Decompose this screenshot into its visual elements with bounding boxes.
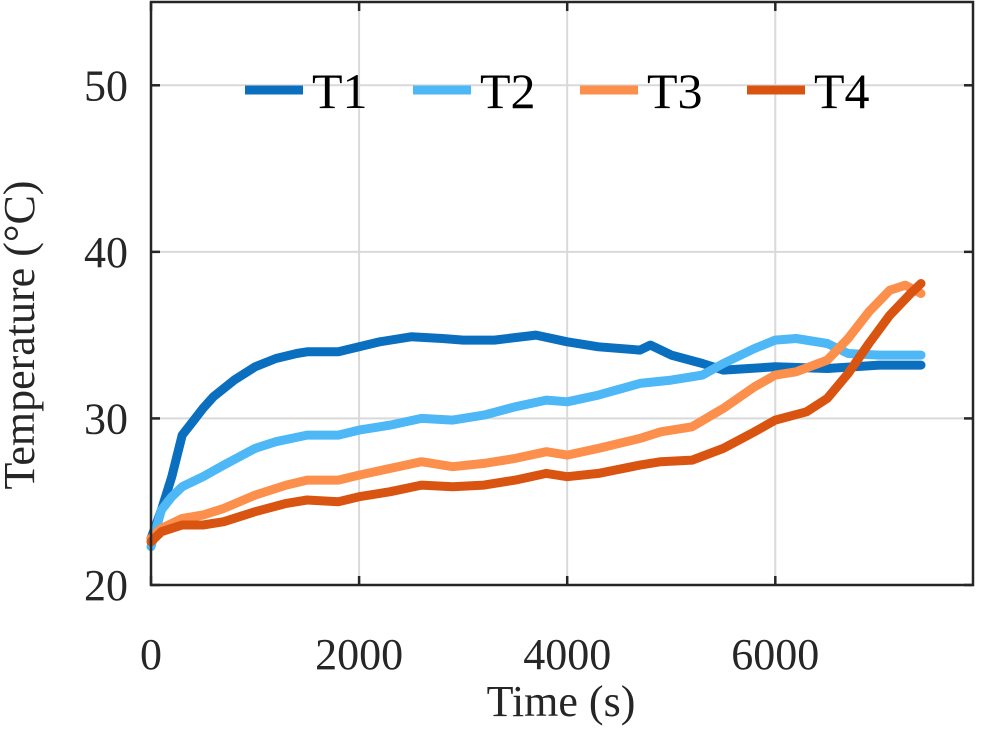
legend-label-t3: T3	[647, 63, 703, 119]
x-axis-title: Time (s)	[487, 677, 636, 726]
y-tick-label: 20	[84, 561, 128, 610]
series-group	[146, 279, 926, 552]
x-tick-label: 2000	[315, 630, 403, 679]
legend: T1 T2 T3 T4	[245, 63, 870, 119]
series-line-t4	[146, 279, 926, 547]
series-line-t3	[146, 280, 926, 543]
y-axis-title: Temperature (°C)	[0, 181, 44, 490]
x-tick-label: 4000	[523, 630, 611, 679]
plot-frame	[149, 0, 975, 587]
y-tick-label: 50	[84, 61, 128, 110]
y-tick-label: 30	[84, 394, 128, 443]
series-line-t2	[146, 334, 926, 552]
legend-label-t4: T4	[814, 63, 870, 119]
tick-labels: 0 2000 4000 6000 20 30 40 50	[84, 61, 819, 679]
x-tick-label: 0	[140, 630, 162, 679]
y-tick-label: 40	[84, 228, 128, 277]
gridlines	[151, 2, 973, 585]
axis-ticks	[149, 2, 973, 587]
x-tick-label: 6000	[731, 630, 819, 679]
legend-label-t2: T2	[480, 63, 536, 119]
series-line-t1	[146, 330, 926, 543]
legend-label-t1: T1	[312, 63, 368, 119]
